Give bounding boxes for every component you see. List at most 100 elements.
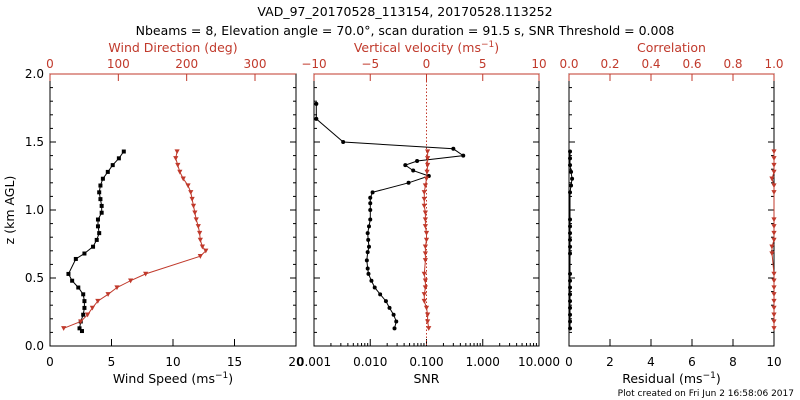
- data-point-snr-1: [425, 312, 431, 318]
- data-point-wind-0: [95, 217, 100, 222]
- data-point-wind-1: [61, 326, 67, 331]
- bottom-axis-label-snr-text: SNR: [414, 371, 440, 386]
- data-point-snr-1: [424, 169, 430, 175]
- data-point-snr-0: [372, 285, 377, 290]
- data-point-wind-1: [114, 285, 120, 291]
- data-point-residual-1: [771, 285, 777, 291]
- data-point-wind-0: [82, 299, 87, 304]
- data-point-snr-1: [425, 156, 431, 161]
- data-point-residual-0: [568, 299, 573, 304]
- data-point-snr-0: [368, 217, 373, 222]
- top-axis-label-wind-text: Wind Direction (deg): [108, 40, 237, 55]
- data-point-wind-0: [94, 237, 99, 242]
- data-point-snr-0: [364, 258, 369, 263]
- panel-frame-wind: [49, 73, 297, 347]
- top-tick-label-snr: 5: [479, 57, 487, 71]
- data-point-residual-0: [568, 285, 573, 290]
- plot-created-footer: Plot created on Fri Jun 2 16:58:06 2017: [618, 389, 794, 399]
- data-point-residual-0: [568, 326, 573, 331]
- bottom-axis-label-residual-end: ): [716, 371, 721, 386]
- top-tick-label-residual: 0.4: [641, 57, 660, 71]
- data-point-residual-1: [771, 326, 777, 331]
- data-point-snr-0: [392, 326, 397, 331]
- data-point-wind-1: [95, 298, 101, 304]
- data-point-residual-1: [771, 312, 777, 318]
- y-axis-label: z (km AGL): [2, 176, 17, 245]
- data-point-wind-1: [128, 278, 134, 284]
- data-point-wind-1: [195, 224, 201, 229]
- data-point-residual-0: [568, 305, 573, 310]
- data-point-wind-1: [175, 162, 181, 168]
- data-point-snr-0: [365, 266, 370, 271]
- data-point-residual-1: [771, 169, 777, 175]
- bottom-tick-label-snr: 0.100: [409, 355, 443, 369]
- data-point-snr-0: [368, 195, 373, 200]
- data-point-wind-1: [197, 254, 203, 259]
- top-tick-label-wind: 0: [46, 57, 54, 71]
- top-axis-label-snr-end: ): [494, 40, 499, 55]
- bottom-tick-label-wind: 15: [227, 355, 242, 369]
- data-point-wind-0: [81, 312, 86, 317]
- data-point-residual-0: [568, 231, 573, 236]
- data-point-snr-0: [383, 299, 388, 304]
- data-point-snr-1: [422, 258, 428, 263]
- data-point-residual-1: [771, 230, 777, 236]
- data-point-wind-1: [199, 244, 205, 250]
- y-tick-label: 0.5: [25, 271, 44, 285]
- data-point-wind-1: [192, 210, 198, 216]
- data-point-wind-0: [91, 244, 96, 249]
- data-point-residual-1: [771, 237, 777, 243]
- data-point-snr-1: [421, 298, 427, 304]
- data-point-wind-0: [79, 329, 84, 334]
- data-point-snr-0: [370, 190, 375, 195]
- data-point-residual-1: [771, 224, 777, 229]
- data-point-snr-1: [422, 285, 428, 291]
- data-point-wind-1: [143, 271, 149, 277]
- data-point-residual-1: [771, 217, 777, 223]
- bottom-axis-label-wind: Wind Speed (ms−1): [113, 371, 233, 386]
- data-point-wind-0: [116, 156, 121, 161]
- data-point-residual-0: [568, 278, 573, 283]
- top-tick-label-snr: −10: [301, 57, 326, 71]
- bottom-tick-label-residual: 10: [766, 355, 781, 369]
- data-point-wind-0: [98, 197, 103, 202]
- data-point-snr-0: [314, 101, 319, 106]
- data-point-snr-1: [423, 176, 430, 182]
- data-point-snr-0: [403, 163, 408, 168]
- y-tick-label: 1.5: [25, 135, 44, 149]
- data-point-wind-0: [97, 190, 102, 195]
- data-point-snr-0: [415, 159, 420, 164]
- bottom-axis-label-snr: SNR: [414, 371, 440, 386]
- data-point-residual-0: [568, 224, 573, 229]
- panel-residual: 0 2 4 6 8 10 Residual (ms−1) 0.0 0.2 0.4 0.6 0.8 1.0…: [559, 40, 783, 386]
- data-point-wind-0: [77, 326, 82, 331]
- data-point-snr-1: [421, 271, 427, 277]
- data-point-wind-0: [70, 278, 75, 283]
- data-point-snr-1: [422, 244, 428, 250]
- data-point-snr-1: [421, 203, 427, 209]
- data-point-residual-1: [771, 298, 777, 304]
- y-tick-label: 2.0: [25, 67, 44, 81]
- data-point-wind-1: [185, 183, 191, 189]
- top-tick-label-snr: −5: [361, 57, 379, 71]
- data-point-snr-1: [422, 224, 428, 229]
- data-point-residual-0: [568, 156, 573, 161]
- data-point-residual-0: [568, 251, 573, 256]
- data-point-residual-0: [568, 237, 573, 242]
- data-point-residual-0: [568, 190, 573, 195]
- data-point-wind-1: [105, 292, 111, 297]
- data-point-snr-1: [421, 292, 427, 297]
- data-point-wind-1: [78, 319, 84, 325]
- data-point-snr-1: [421, 196, 427, 202]
- data-point-snr-0: [368, 208, 373, 212]
- data-point-wind-0: [81, 292, 86, 297]
- data-point-wind-0: [82, 251, 87, 256]
- data-point-residual-1: [771, 183, 777, 189]
- data-point-residual-1: [771, 305, 777, 311]
- data-point-residual-1: [771, 292, 777, 297]
- data-point-snr-0: [365, 231, 370, 236]
- data-point-snr-0: [366, 244, 371, 249]
